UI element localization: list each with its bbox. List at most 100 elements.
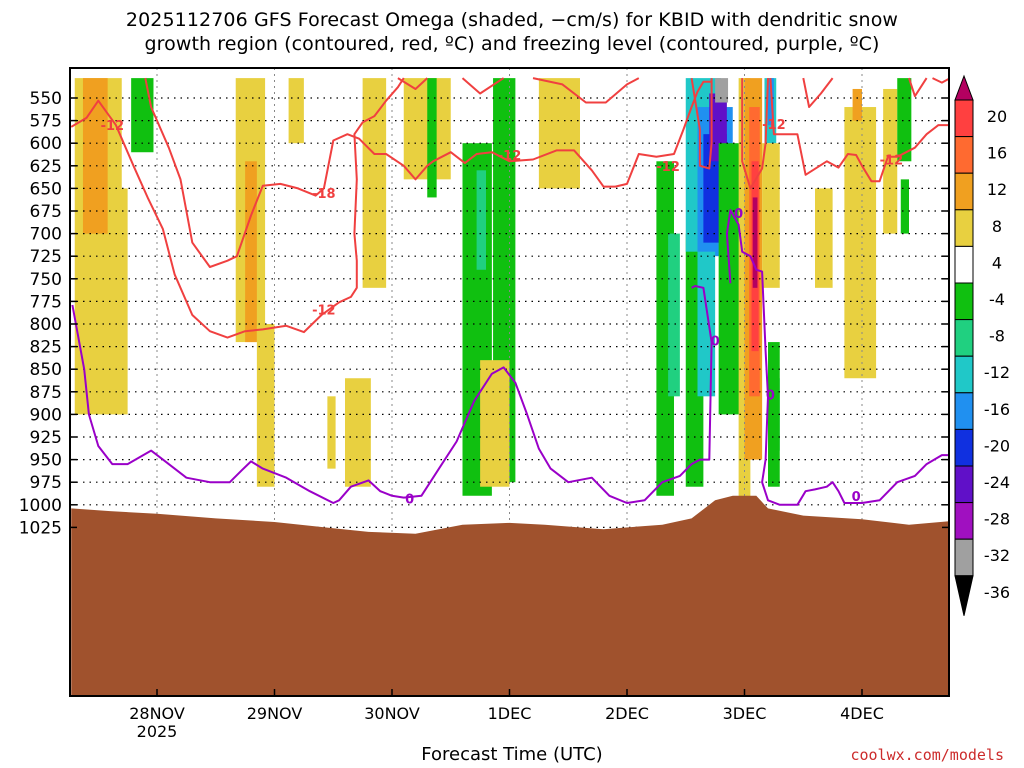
omega-region [115, 188, 128, 415]
y-tick-label: 775 [30, 292, 62, 312]
x-tick-label: 4DEC [840, 704, 884, 723]
x-tick-label: 2DEC [605, 704, 649, 723]
colorbar-label: 4 [992, 253, 1002, 272]
omega-region [256, 324, 275, 487]
colorbar-label: -32 [984, 546, 1010, 565]
omega-region [897, 78, 912, 162]
y-tick-label: 625 [30, 157, 62, 177]
omega-region [82, 78, 108, 234]
freezing-level-label: 0 [711, 334, 720, 349]
y-tick-label: 1025 [19, 518, 62, 538]
y-tick-label: 650 [30, 179, 62, 199]
x-tick-label: 29NOV [247, 704, 303, 723]
colorbar-bin [954, 428, 974, 467]
y-tick-label: 550 [30, 89, 62, 109]
x-tick-label: 28NOV [129, 704, 185, 723]
colorbar-label: -28 [984, 510, 1010, 529]
omega-region [131, 78, 154, 153]
dendritic-contour-label: -12 [880, 153, 904, 168]
dendritic-contour-line [144, 77, 712, 268]
colorbar-bin [954, 502, 974, 540]
y-tick-label: 1000 [19, 496, 62, 516]
colorbar-bin [954, 99, 974, 138]
dendritic-contour-label: -12 [312, 304, 336, 319]
y-tick-label: 925 [30, 428, 62, 448]
dendritic-contour-line [741, 78, 769, 190]
colorbar-label: -4 [989, 290, 1005, 309]
x-tick-label: 30NOV [364, 704, 420, 723]
colorbar-label: 8 [992, 217, 1002, 236]
omega-region [768, 342, 780, 487]
colorbar-label: -24 [984, 473, 1010, 492]
colorbar-label: 16 [987, 144, 1007, 163]
y-tick-label: 750 [30, 270, 62, 290]
colorbar-label: -12 [984, 363, 1010, 382]
dendritic-contour-line [802, 77, 834, 108]
colorbar-bin [954, 319, 974, 357]
freezing-level-line [71, 285, 713, 504]
dendritic-contour-line [461, 77, 505, 95]
dendritic-contour-line [70, 77, 405, 339]
omega-region [480, 360, 510, 487]
omega-region [852, 88, 862, 121]
colorbar-label: -16 [984, 400, 1010, 419]
colorbar-label: -8 [989, 327, 1005, 346]
chart-title-line-1: 2025112706 GFS Forecast Omega (shaded, −… [125, 9, 899, 31]
colorbar-top-arrow [954, 74, 974, 101]
y-tick-label: 900 [30, 405, 62, 425]
freezing-level-label: 0 [766, 389, 775, 404]
terrain-area [71, 495, 949, 696]
terrain-fill [71, 495, 949, 696]
freezing-level-label: 0 [734, 207, 743, 222]
freezing-level-label: 0 [405, 492, 414, 507]
colorbar-label: -20 [984, 436, 1010, 455]
credit-text: coolwx.com/models [850, 746, 1004, 764]
colorbar-label: 12 [987, 180, 1007, 199]
dendritic-contour-line [908, 77, 928, 98]
colorbar-bin [954, 136, 974, 174]
omega-region [697, 251, 716, 397]
dendritic-contour-label: -12 [101, 119, 125, 134]
dendritic-contour-label: -12 [656, 160, 680, 175]
omega-region [327, 396, 336, 469]
colorbar-bin [954, 355, 974, 394]
y-tick-label: 600 [30, 134, 62, 154]
y-tick-label: 975 [30, 473, 62, 493]
colorbar-bin [954, 172, 974, 211]
colorbar-bottom-arrow [954, 575, 974, 616]
omega-region [427, 78, 437, 198]
omega-region [762, 143, 780, 288]
omega-region [538, 78, 580, 189]
dendritic-contour-line [932, 77, 949, 84]
y-tick-label: 950 [30, 451, 62, 471]
dendritic-contour-line [690, 77, 713, 170]
colorbar-bin [954, 538, 974, 577]
y-tick-label: 875 [30, 383, 62, 403]
chart-title-line-2: growth region (contoured, red, ºC) and f… [144, 33, 880, 55]
colorbar: 20 16 12 8 4 -4 -8 -12 -16 -20 -24 -28 -32 -36 [954, 74, 1010, 616]
colorbar-bin [954, 245, 974, 284]
colorbar-bin [954, 392, 974, 430]
dendritic-contour-label: -12 [762, 118, 786, 133]
omega-region [288, 78, 304, 144]
omega-region [245, 161, 257, 343]
colorbar-bin [954, 282, 974, 321]
dendritic-contour-line [532, 77, 640, 104]
colorbar-bin [954, 209, 974, 247]
omega-region [668, 233, 680, 397]
omega-region [883, 88, 898, 234]
y-tick-label: 800 [30, 315, 62, 335]
x-axis-label: Forecast Time (UTC) [421, 744, 603, 765]
omega-region [476, 170, 486, 270]
y-tick-label: 725 [30, 247, 62, 267]
colorbar-bin [954, 465, 974, 504]
y-tick-label: 675 [30, 202, 62, 222]
y-tick-label: 575 [30, 112, 62, 132]
freezing-level-label: 0 [852, 490, 861, 505]
x-tick-sublabel: 2025 [137, 722, 178, 741]
omega-region [345, 378, 371, 487]
colorbar-label: -36 [984, 583, 1010, 602]
omega-region [362, 78, 387, 288]
